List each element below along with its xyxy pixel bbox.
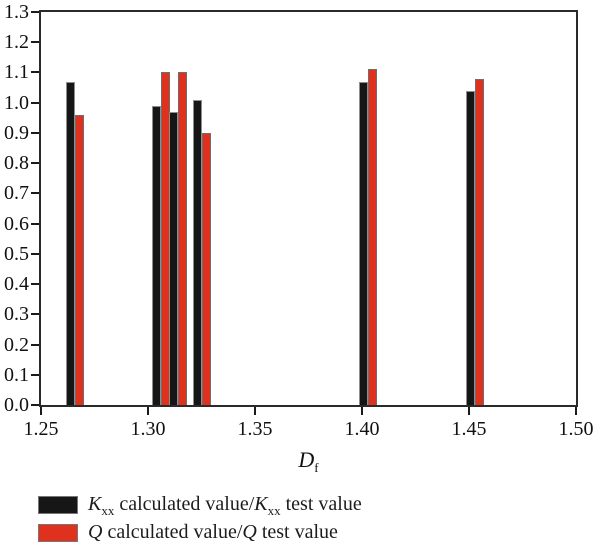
bar-kxx-ratio (151, 105, 161, 405)
y-tick-mark (31, 162, 39, 165)
legend-kxx-subscript-2: xx (267, 503, 281, 518)
legend-kxx-text-2: test value (280, 493, 362, 515)
legend-q-text-2: test value (256, 521, 338, 543)
y-tick-mark (31, 343, 39, 346)
legend-kxx-symbol-1: K (88, 493, 102, 515)
y-tick-label: 0.3 (4, 303, 29, 326)
bar-q-ratio (75, 114, 85, 405)
y-tick-mark (31, 373, 39, 376)
y-tick-label: 0.7 (4, 182, 29, 205)
legend-label-q: Q calculated value/Q test value (88, 521, 338, 544)
x-tick-mark (254, 407, 256, 415)
bar-q-ratio (368, 69, 378, 405)
y-tick-label: 0.5 (4, 242, 29, 265)
y-tick-label: 0.4 (4, 273, 29, 296)
y-tick-label: 0.6 (4, 212, 29, 235)
y-tick-mark (31, 192, 39, 195)
legend-kxx-symbol-2: K (254, 493, 268, 515)
legend-item-kxx: Kxx calculated value/Kxx test value (38, 493, 362, 518)
bar-kxx-ratio (192, 99, 202, 405)
legend-q-text-1: calculated value/ (102, 521, 243, 543)
x-tick-label: 1.30 (130, 418, 166, 440)
x-tick-label: 1.45 (451, 418, 487, 440)
bar-kxx-ratio (66, 81, 76, 405)
x-tick-mark (575, 407, 577, 415)
x-tick-label: 1.40 (344, 418, 380, 440)
plot-area: 0.0 0.1 0.2 0.3 0.4 0.5 0.6 0.7 0.8 0.9 1.0 1.1 1.2 1… (4, 1, 594, 440)
y-tick-mark (31, 313, 39, 316)
bar-kxx-ratio (168, 111, 178, 405)
y-tick-mark (31, 283, 39, 286)
x-axis-title-subscript: f (314, 460, 319, 475)
x-axis-title: Df (41, 447, 576, 475)
legend-q-symbol-2: Q (242, 521, 257, 543)
legend-item-q: Q calculated value/Q test value (38, 521, 362, 544)
y-tick-mark (31, 252, 39, 255)
y-tick-mark (31, 11, 39, 13)
legend-swatch-q (38, 523, 78, 542)
x-tick-mark (468, 407, 470, 415)
legend-label-kxx: Kxx calculated value/Kxx test value (88, 493, 362, 518)
y-tick-mark (31, 71, 39, 74)
y-tick-label: 0.8 (4, 152, 29, 175)
x-tick-label: 1.50 (558, 418, 594, 440)
x-tick-mark (40, 407, 42, 415)
y-tick-label: 1.2 (4, 31, 29, 54)
y-tick-mark (31, 101, 39, 104)
y-tick-mark (31, 222, 39, 225)
y-tick-label: 0.1 (4, 363, 29, 386)
y-tick-label: 1.3 (4, 1, 29, 23)
y-tick-label: 0.9 (4, 121, 29, 144)
y-tick-mark (31, 131, 39, 134)
legend-swatch-kxx (38, 495, 78, 514)
x-tick-mark (147, 407, 149, 415)
x-axis-title-symbol: D (298, 447, 315, 472)
bar-q-ratio (475, 78, 485, 405)
bar-q-ratio (201, 132, 211, 405)
bar-kxx-ratio (466, 90, 476, 405)
y-tick-label: 0.2 (4, 333, 29, 356)
y-tick-label: 1.0 (4, 91, 29, 114)
x-tick-mark (361, 407, 363, 415)
y-tick-mark (31, 404, 39, 406)
bar-q-ratio (177, 72, 187, 405)
bar-kxx-ratio (359, 81, 369, 405)
y-tick-label: 0.0 (4, 394, 29, 416)
legend-kxx-subscript-1: xx (101, 503, 115, 518)
x-tick-label: 1.35 (237, 418, 273, 440)
y-tick-mark (31, 41, 39, 44)
y-tick-label: 1.1 (4, 61, 29, 84)
legend-kxx-text-1: calculated value/ (114, 493, 255, 515)
legend-q-symbol-1: Q (88, 521, 103, 543)
x-tick-label: 1.25 (23, 418, 59, 440)
legend: Kxx calculated value/Kxx test value Q ca… (38, 493, 362, 551)
